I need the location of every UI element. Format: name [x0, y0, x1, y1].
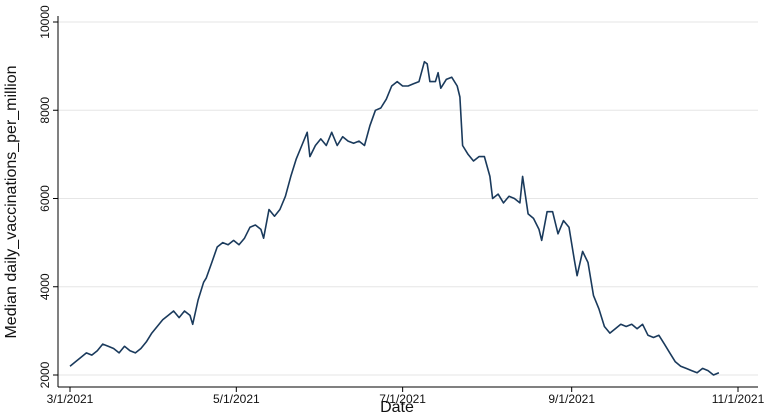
- y-tick-label: 6000: [38, 185, 52, 212]
- series-line: [69, 60, 720, 376]
- y-tick-label: 4000: [38, 273, 52, 300]
- y-tick-label: 10000: [38, 5, 52, 39]
- x-tick-label: 7/1/2021: [379, 392, 426, 406]
- x-tick-label: 11/1/2021: [712, 392, 765, 406]
- x-tick-label: 9/1/2021: [548, 392, 595, 406]
- y-tick-label: 2000: [38, 361, 52, 388]
- y-tick-label: 8000: [38, 97, 52, 124]
- x-ticks: 3/1/2021 5/1/2021 7/1/2021 9/1/2021 11/1/202…: [47, 387, 765, 406]
- y-axis-title: Median daily_vaccinations_per_million: [3, 65, 20, 338]
- x-tick-label: 5/1/2021: [213, 392, 260, 406]
- axes: [57, 16, 758, 388]
- x-tick-label: 3/1/2021: [47, 392, 94, 406]
- x-axis-title: Date: [380, 399, 414, 416]
- y-ticks: 2000 4000 6000 8000 10000: [38, 5, 58, 388]
- gridlines: [58, 21, 758, 376]
